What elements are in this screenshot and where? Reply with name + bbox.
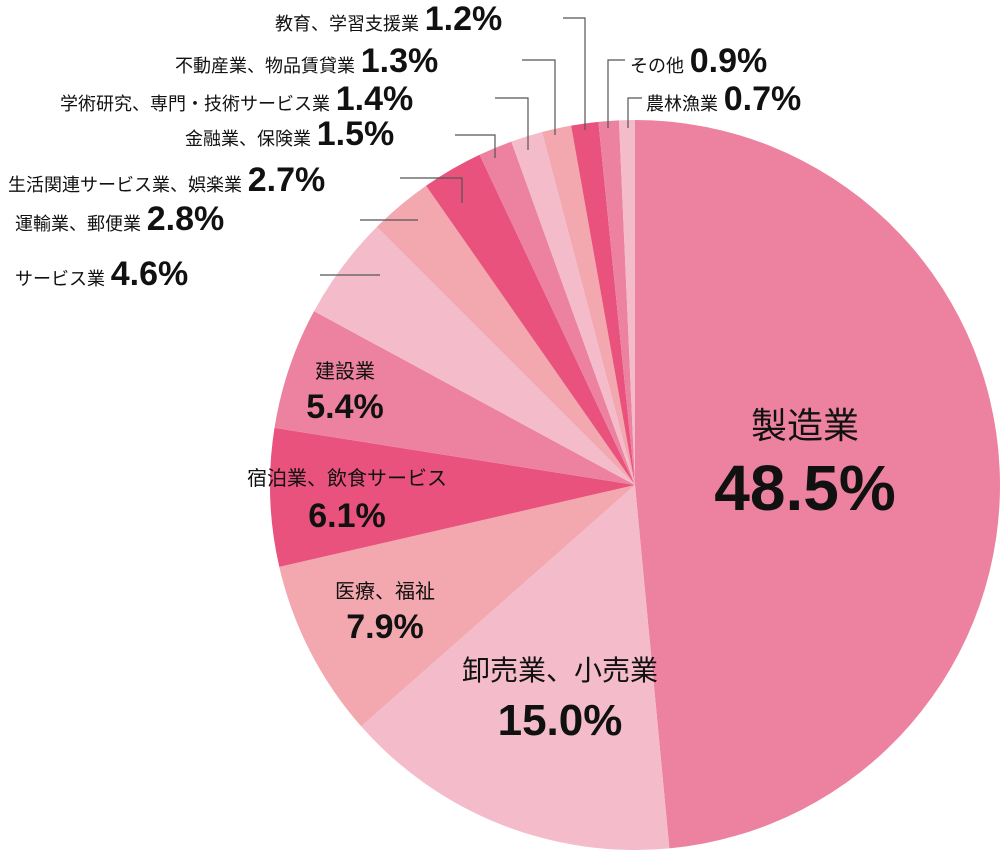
slice-label: 不動産業、物品賃貸業 1.3% xyxy=(175,42,438,80)
slice-label-name: 農林漁業 xyxy=(646,94,724,115)
slice-value-label: 1.4% xyxy=(336,80,414,118)
slice-value-label: 5.4% xyxy=(306,388,384,426)
slice-value-label: 7.9% xyxy=(346,608,424,646)
pie-slice xyxy=(635,120,1000,849)
slice-label-name: サービス業 xyxy=(15,269,111,290)
slice-label: 学術研究、専門・技術サービス業 1.4% xyxy=(60,80,413,118)
slice-value-label: 15.0% xyxy=(498,696,623,745)
pie-slice xyxy=(426,154,635,486)
pie-slice xyxy=(269,427,635,567)
pie-slice xyxy=(314,226,635,485)
slice-label-name: 学術研究、専門・技術サービス業 xyxy=(60,94,336,115)
slice-label: 金融業、保険業 1.5% xyxy=(185,115,394,153)
pie-slice xyxy=(542,125,635,485)
slice-label: 製造業 xyxy=(751,406,859,447)
slice-value-label: 4.6% xyxy=(111,255,189,293)
leader-line xyxy=(627,97,642,128)
pie-slice xyxy=(511,132,635,486)
leader-line xyxy=(563,17,586,130)
pie-slice xyxy=(618,119,635,485)
slice-label: 建設業 xyxy=(315,359,375,383)
leader-line xyxy=(522,59,556,135)
pie-slice xyxy=(279,485,635,727)
pie-slice xyxy=(479,141,635,485)
slice-label: サービス業 4.6% xyxy=(15,255,188,293)
pie-slices xyxy=(269,119,1000,850)
leader-line xyxy=(495,97,529,150)
pie-slice xyxy=(598,120,635,485)
slice-label: 宿泊業、飲食サービス xyxy=(247,466,447,490)
pie-slice xyxy=(274,311,635,485)
leader-line xyxy=(455,134,496,158)
leader-line xyxy=(607,59,625,128)
slice-label-name: 不動産業、物品賃貸業 xyxy=(175,56,361,77)
slice-label-name: その他 xyxy=(630,56,690,77)
slice-label: 生活関連サービス業、娯楽業 2.7% xyxy=(8,161,325,199)
slice-value-label: 48.5% xyxy=(714,452,895,524)
slice-label: 卸売業、小売業 xyxy=(462,654,658,687)
slice-value-label: 0.7% xyxy=(724,80,802,118)
slice-label: 医療、福祉 xyxy=(335,579,435,603)
slice-label-name: 運輸業、郵便業 xyxy=(15,214,147,235)
slice-label: 農林漁業 0.7% xyxy=(646,80,801,118)
slice-label-name: 生活関連サービス業、娯楽業 xyxy=(8,175,248,196)
slice-label: 運輸業、郵便業 2.8% xyxy=(15,200,224,238)
slice-value-label: 0.9% xyxy=(690,42,768,80)
slice-value-label: 1.3% xyxy=(361,42,439,80)
slice-label-name: 金融業、保険業 xyxy=(185,129,317,150)
pie-slice xyxy=(376,185,635,485)
slice-value-label: 1.2% xyxy=(425,0,503,38)
slice-label-name: 教育、学習支援業 xyxy=(275,14,425,35)
leader-line xyxy=(400,177,463,203)
slice-value-label: 1.5% xyxy=(317,115,395,153)
slice-value-label: 2.8% xyxy=(147,200,225,238)
slice-value-label: 6.1% xyxy=(308,497,386,535)
pie-slice xyxy=(361,485,670,850)
leader-lines xyxy=(320,17,642,276)
slice-labels: 製造業 48.5% 卸売業、小売業 15.0% 医療、福祉 7.9% 宿泊業、飲食サービス 6… xyxy=(8,0,896,745)
slice-label: 教育、学習支援業 1.2% xyxy=(275,0,502,38)
slice-label: その他 0.9% xyxy=(630,42,767,80)
pie-slice xyxy=(571,121,635,485)
slice-value-label: 2.7% xyxy=(248,161,326,199)
